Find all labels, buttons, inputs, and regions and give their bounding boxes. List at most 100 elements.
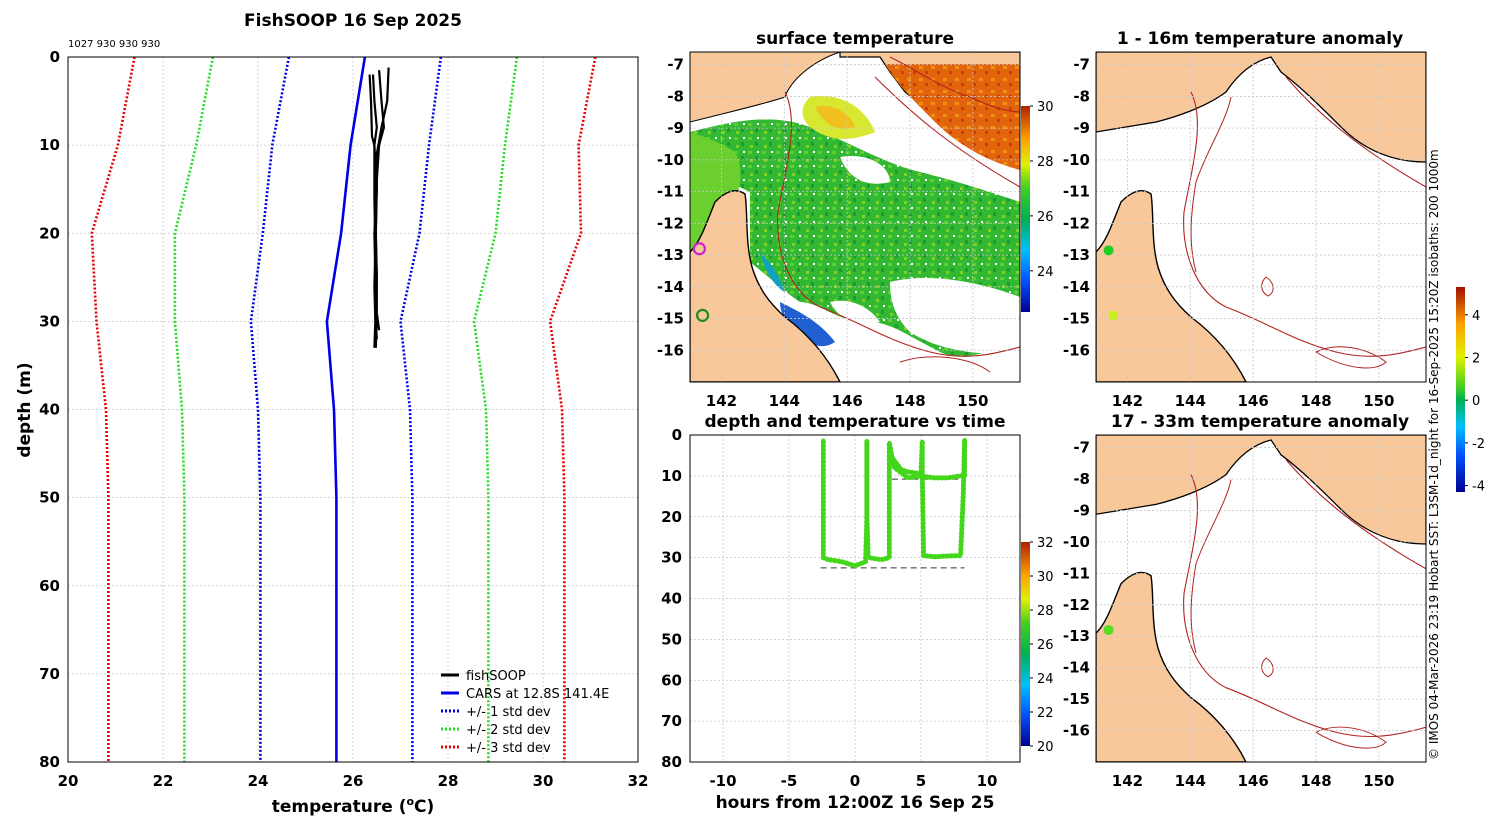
a2-grid [1096, 435, 1426, 762]
profile-x-tick-label: 24 [248, 772, 269, 790]
std-2-lower-line [173, 56, 215, 762]
a1-lat-tick-label: -16 [1063, 341, 1090, 359]
sst-lat-tick-label: -8 [667, 87, 684, 105]
a2-frame [1095, 434, 1427, 763]
profile-x-tick-label: 28 [438, 772, 459, 790]
sst-map [690, 52, 1020, 382]
anomaly-colorbar [1456, 287, 1465, 492]
profile-axes-frame [67, 56, 639, 763]
anomaly-colorbar-tick-label: -4 [1472, 480, 1485, 495]
a2-lat-tick-label: -16 [1063, 722, 1090, 740]
sst-colorbar-tick-label: 24 [1037, 265, 1054, 280]
a1-lat-tick-label: -15 [1063, 310, 1090, 328]
sst-field-cool-south [780, 302, 835, 347]
a1-lat-tick-label: -10 [1063, 151, 1090, 169]
a1-x-ticks: 142 144 146 148 150 [1112, 392, 1395, 410]
dt-y-tick-label: 70 [661, 712, 682, 730]
fishsoop-cast-line [374, 67, 390, 331]
dt-grid [690, 435, 1020, 762]
sst-cast-marker [692, 242, 707, 256]
sst-land-northwest [690, 52, 841, 123]
sst-lat-tick-label: -7 [667, 56, 684, 74]
sst-colorbar-tick-label: 30 [1037, 100, 1054, 115]
a1-lat-tick-label: -14 [1063, 278, 1090, 296]
sst-isobath-200 [777, 91, 1020, 357]
profile-legend: fishSOOP CARS at 12.8S 141.4E +/- 1 std … [441, 669, 609, 756]
a2-isobath-west [1190, 479, 1232, 654]
sst-y-ticks: -7 -8 -9 -10 -11 -12 -13 -14 -15 -16 [657, 56, 684, 360]
dt-colorbar-tick-label: 30 [1037, 570, 1054, 585]
std-3-lower-line [90, 56, 136, 762]
dt-x-label: hours from 12:00Z 16 Sep 25 [716, 793, 995, 813]
dt-colorbar-tick-label: 26 [1037, 638, 1054, 653]
a2-isobath-1000 [1285, 459, 1426, 570]
a1-lon-tick-label: 150 [1363, 392, 1394, 410]
sst-title: surface temperature [756, 29, 954, 49]
profile-panel: FishSOOP 16 Sep 2025 1027 930 930 930 20… [15, 11, 648, 817]
profile-x-tick-label: 22 [153, 772, 174, 790]
dt-x-tick-label: -5 [781, 772, 798, 790]
dt-track-core [821, 438, 967, 568]
profile-x-tick-label: 20 [58, 772, 79, 790]
a2-lat-tick-label: -8 [1073, 470, 1090, 488]
a2-lat-tick-label: -12 [1063, 596, 1090, 614]
sst-lat-tick-label: -16 [657, 341, 684, 359]
a2-y-ticks: -7 -8 -9 -10 -11 -12 -13 -14 -15 -16 [1063, 439, 1090, 740]
legend-label-fishsoop: fishSOOP [466, 669, 526, 684]
profile-y-tick-label: 30 [39, 312, 60, 330]
a1-y-ticks: -7 -8 -9 -10 -11 -12 -13 -14 -15 -16 [1063, 56, 1090, 360]
a1-title: 1 - 16m temperature anomaly [1117, 29, 1403, 49]
legend-label-std3: +/- 3 std dev [466, 741, 551, 756]
fishsoop-cast-line [368, 74, 377, 348]
sst-lon-tick-label: 146 [831, 392, 862, 410]
sst-lon-tick-label: 150 [957, 392, 988, 410]
sst-cloud-2 [840, 156, 890, 184]
sst-field-coral-sea-north [885, 64, 1020, 170]
sst-lat-tick-label: -12 [657, 214, 684, 232]
profile-subtitle: 1027 930 930 930 [68, 39, 160, 50]
a2-land-new-guinea [1096, 435, 1426, 545]
a2-lat-tick-label: -10 [1063, 533, 1090, 551]
std-2-upper-line [472, 56, 519, 762]
a1-cast-marker [1108, 310, 1119, 321]
dt-y-tick-label: 0 [672, 426, 682, 444]
profile-y-tick-label: 80 [39, 753, 60, 771]
sst-lon-tick-label: 148 [894, 392, 925, 410]
dt-y-ticks: 0 10 20 30 40 50 60 70 80 [661, 426, 682, 771]
a2-markers [1103, 624, 1114, 635]
dt-x-ticks: -10 -5 0 5 10 [709, 772, 997, 790]
profile-y-tick-label: 70 [39, 665, 60, 683]
anomaly-colorbar-tick-label: 4 [1472, 309, 1480, 324]
sst-cast-marker [695, 308, 710, 322]
std-1-upper-line [399, 56, 443, 762]
dt-y-tick-label: 10 [661, 467, 682, 485]
dt-colorbar-ticks: 20 22 24 26 28 30 32 [1030, 536, 1054, 755]
sst-lon-tick-label: 142 [706, 392, 737, 410]
a2-lat-tick-label: -9 [1073, 501, 1090, 519]
a1-isobath-reef [1261, 276, 1274, 297]
sst-cloud-3 [890, 277, 1020, 354]
dt-title: depth and temperature vs time [705, 412, 1006, 432]
anomaly-colorbar-ticks: 4 2 0 -2 -4 [1465, 309, 1485, 495]
sst-grid [690, 52, 1020, 382]
profile-lines [90, 56, 597, 762]
profile-y-tick-label: 0 [50, 48, 60, 66]
a1-isobath-200 [1183, 91, 1426, 357]
a1-lat-tick-label: -7 [1073, 56, 1090, 74]
a2-lat-tick-label: -11 [1063, 564, 1090, 582]
profile-y-tick-label: 20 [39, 224, 60, 242]
dt-x-tick-label: -10 [709, 772, 736, 790]
sst-frame [689, 51, 1021, 383]
a1-lat-tick-label: -13 [1063, 246, 1090, 264]
sst-lat-tick-label: -15 [657, 310, 684, 328]
a1-lon-tick-label: 144 [1175, 392, 1206, 410]
a1-grid [1096, 52, 1426, 382]
sst-lon-tick-label: 144 [769, 392, 800, 410]
profile-x-ticks: 20 22 24 26 28 30 32 [58, 772, 649, 790]
anomaly-17-33m-panel: 17 - 33m temperature anomaly 142 144 146 14… [1063, 287, 1485, 790]
std-3-upper-line [548, 56, 597, 762]
profile-y-label: depth (m) [15, 362, 35, 457]
a2-isobath-200 [1183, 474, 1426, 738]
profile-title: FishSOOP 16 Sep 2025 [244, 11, 462, 31]
profile-x-tick-label: 26 [343, 772, 364, 790]
